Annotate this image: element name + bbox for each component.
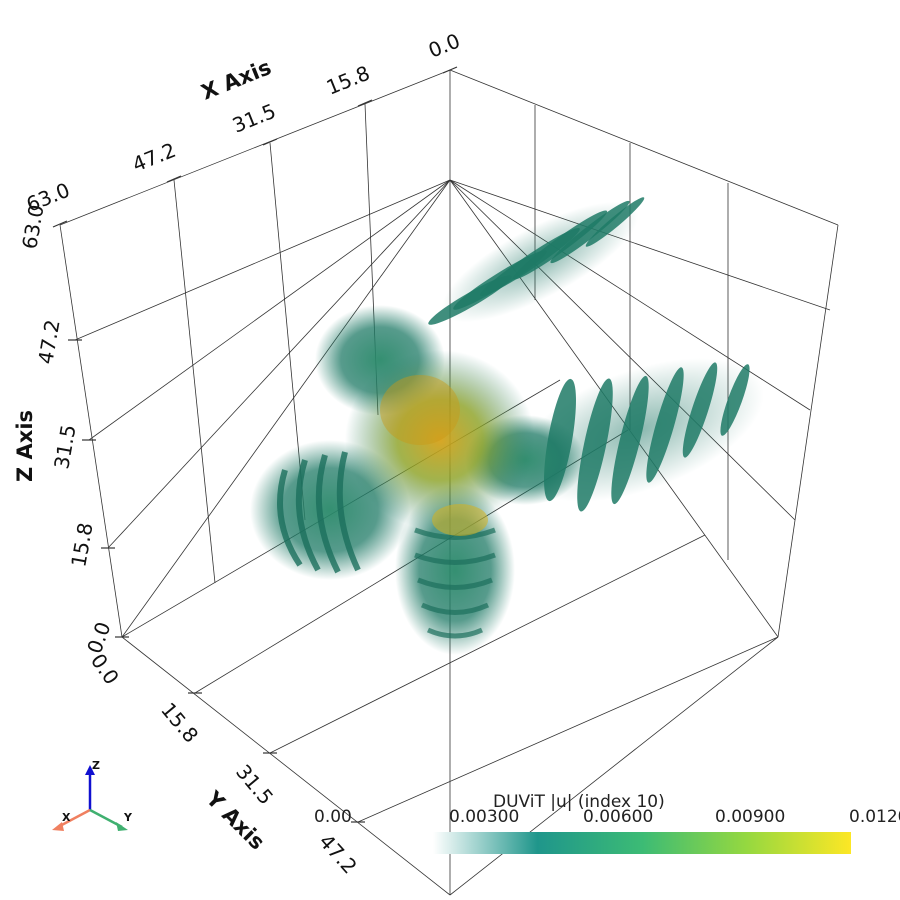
z-tick-label: 47.2 (33, 318, 64, 366)
x-tick-label: 15.8 (323, 61, 373, 100)
orient-z-label: Z (92, 759, 100, 772)
z-tick-label: 31.5 (49, 423, 80, 471)
x-tick-label: 31.5 (229, 99, 279, 138)
colorbar-tick-label: 0.00 (314, 807, 352, 827)
x-tick-label: 47.2 (129, 138, 179, 177)
colorbar-tick-label: 0.0120 (849, 807, 900, 827)
x-axis-title: X Axis (198, 55, 275, 105)
y-tick-label: 31.5 (231, 760, 278, 810)
x-tick-label: 0.0 (425, 28, 463, 62)
orientation-axes-widget: Z X Y (52, 759, 133, 831)
colorbar-tick-label: 0.00900 (715, 807, 786, 827)
z-axis-title: Z Axis (13, 410, 37, 482)
orient-x-label: X (62, 811, 71, 824)
volume-data (250, 197, 764, 655)
orient-y-label: Y (123, 811, 133, 824)
y-tick-label: 0.0 (86, 649, 124, 689)
z-tick-label: 0.0 (82, 619, 115, 657)
y-tick-label: 15.8 (156, 698, 203, 748)
colorbar-gradient (433, 832, 851, 854)
colorbar-title: DUViT |u| (index 10) (493, 792, 665, 812)
colorbar-tick-label: 0.00600 (583, 807, 654, 827)
colorbar-legend: DUViT |u| (index 10) 0.00 0.00300 0.0060… (300, 790, 900, 860)
z-tick-label: 15.8 (66, 521, 97, 569)
colorbar-tick-label: 0.00300 (449, 807, 520, 827)
z-tick-label: 63.0 (17, 203, 48, 251)
